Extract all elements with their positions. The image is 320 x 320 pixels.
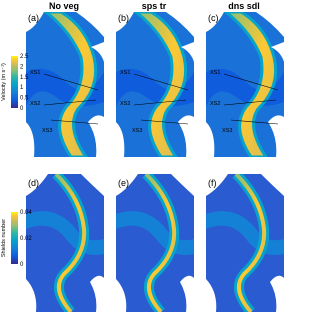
map-panel: (c) XS1 XS2 XS3 (206, 12, 284, 157)
panel-label: (a) (28, 13, 39, 23)
colorbar-tick-label: 1 (20, 85, 24, 91)
colorbar-label: Shields number (1, 219, 7, 257)
map-panel: (d) (26, 174, 104, 312)
colorbar-tick-label: 2.5 (20, 54, 29, 60)
map-panel: (e) (116, 174, 194, 312)
section-label: XS3 (222, 128, 232, 134)
section-label: XS3 (42, 128, 52, 134)
colorbar-gradient (11, 212, 18, 264)
section-label: XS1 (120, 70, 130, 76)
section-label: XS2 (210, 101, 220, 107)
colorbar-tick-label: 0 (20, 262, 24, 268)
section-label: XS2 (120, 101, 130, 107)
colorbar-tick-label: 0.02 (20, 236, 32, 242)
section-label: XS2 (30, 101, 40, 107)
panel-label: (b) (118, 13, 129, 23)
column-title: sps tr (142, 1, 167, 11)
colorbar-tick-label: 1.5 (20, 75, 29, 81)
column-title: dns sdl (228, 1, 260, 11)
colorbar-tick-label: 0.5 (20, 96, 29, 102)
colorbar-label: Velocity (m s⁻¹) (1, 63, 7, 101)
section-label: XS1 (30, 70, 40, 76)
panel-label: (f) (208, 178, 217, 188)
panel-label: (e) (118, 178, 129, 188)
panel-label: (c) (208, 13, 219, 23)
map-panel: (a) XS1 XS2 XS3 (26, 12, 104, 157)
section-label: XS1 (210, 70, 220, 76)
column-title: No veg (49, 1, 79, 11)
colorbar-gradient (11, 56, 18, 108)
map-panel: (b) XS1 XS2 XS3 (116, 12, 194, 157)
map-panel: (f) (206, 174, 284, 312)
colorbar-tick-label: 2 (20, 64, 24, 70)
colorbar: Shields number 0.04 0.02 0 (1, 210, 32, 268)
panel-label: (d) (28, 178, 39, 188)
colorbar-tick-label: 0.04 (20, 210, 32, 216)
colorbar-tick-label: 0 (20, 106, 24, 112)
section-label: XS3 (132, 128, 142, 134)
colorbar: Velocity (m s⁻¹) 2.5 2 1.5 1 0.5 0 (1, 54, 29, 112)
